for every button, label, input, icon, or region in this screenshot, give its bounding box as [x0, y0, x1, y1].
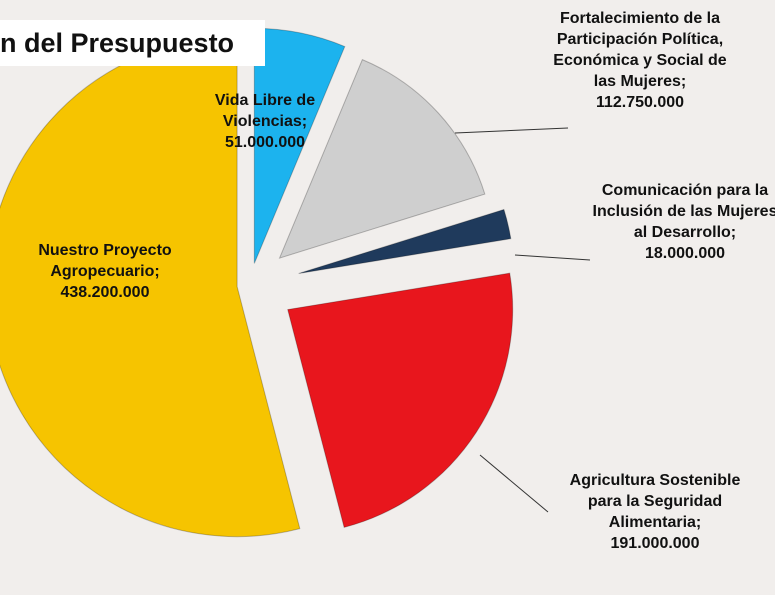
value-label: 112.750.000: [595, 94, 685, 111]
value-label: 438.200.000: [60, 284, 150, 301]
pie-slice: [278, 58, 486, 259]
category-label: Comunicación para la Inclusión de las Mu…: [592, 182, 775, 241]
label-separator: ;: [154, 263, 160, 280]
leader-line: [514, 254, 591, 261]
leader-line: [479, 454, 549, 513]
pie-slice: [287, 272, 514, 528]
value-label: 18.000.000: [644, 245, 726, 262]
label-separator: ;: [680, 73, 687, 90]
leader-line: [454, 127, 569, 134]
data-label: Agricultura Sostenible para la Seguridad…: [560, 470, 750, 554]
value-label: 51.000.000: [224, 134, 306, 151]
category-label: Agricultura Sostenible para la Seguridad…: [569, 472, 741, 531]
label-separator: ;: [695, 514, 702, 531]
pie-slice: [298, 208, 512, 274]
data-label: Comunicación para la Inclusión de las Mu…: [590, 180, 775, 264]
data-label: Vida Libre de Violencias; 51.000.000: [185, 90, 345, 153]
chart-title: n del Presupuesto: [0, 20, 265, 66]
data-label: Nuestro Proyecto Agropecuario; 438.200.00…: [5, 240, 205, 303]
data-label: Fortalecimiento de la Participación Polí…: [540, 8, 740, 113]
label-separator: ;: [301, 113, 308, 130]
label-separator: ;: [730, 224, 737, 241]
category-label: Vida Libre de Violencias: [214, 92, 316, 130]
value-label: 191.000.000: [610, 535, 700, 552]
category-label: Nuestro Proyecto Agropecuario: [38, 242, 172, 280]
pie-slice: [0, 36, 301, 538]
category-label: Fortalecimiento de la Participación Polí…: [553, 10, 727, 90]
